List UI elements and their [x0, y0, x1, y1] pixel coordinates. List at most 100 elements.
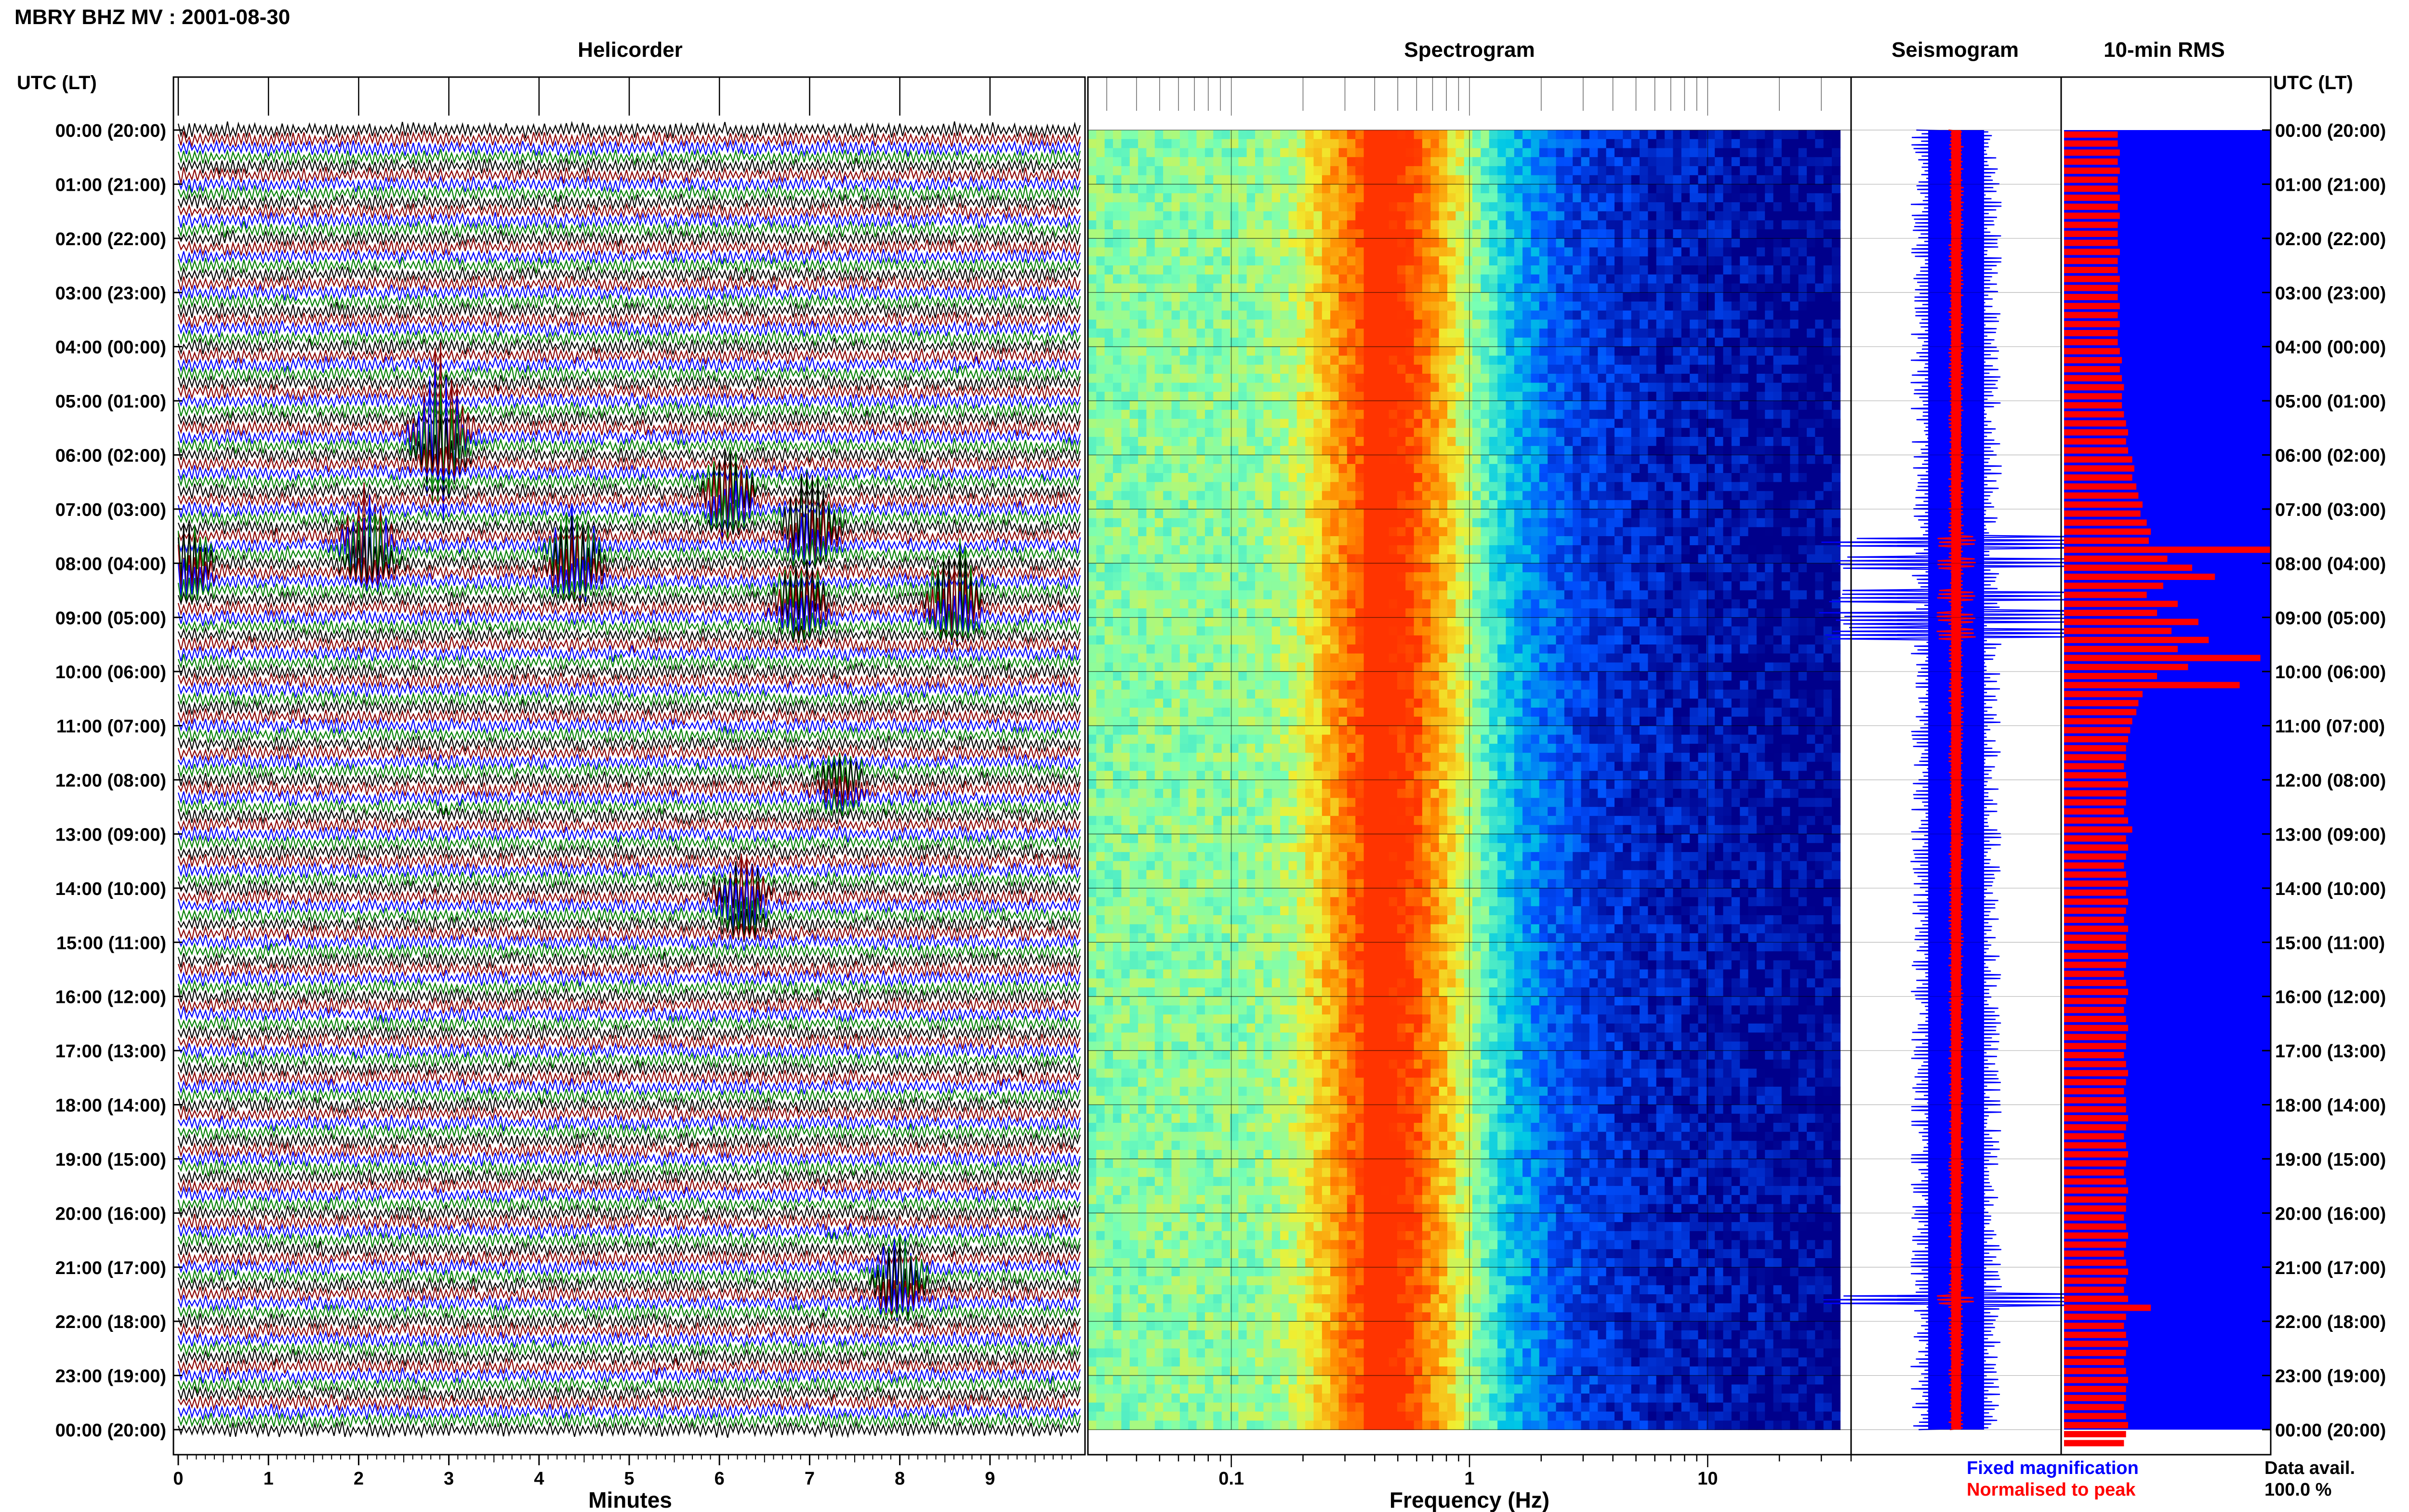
spectrogram-cell — [1380, 130, 1390, 140]
spectrogram-cell — [1313, 292, 1323, 302]
spectrogram-cell — [1690, 130, 1699, 140]
spectrogram-cell — [1263, 563, 1272, 573]
spectrogram-cell — [1681, 329, 1690, 338]
spectrogram-cell — [1154, 166, 1164, 176]
spectrogram-cell — [1330, 409, 1339, 420]
spectrogram-cell — [1548, 139, 1557, 149]
spectrogram-cell — [1514, 157, 1523, 167]
spectrogram-cell — [1765, 419, 1774, 429]
spectrogram-cell — [1790, 292, 1799, 302]
spectrogram-cell — [1213, 509, 1222, 519]
spectrogram-cell — [1104, 446, 1113, 456]
spectrogram-cell — [1481, 409, 1490, 420]
spectrogram-cell — [1347, 346, 1356, 356]
spectrogram-cell — [1154, 527, 1164, 537]
spectrogram-cell — [1397, 139, 1406, 149]
spectrogram-cell — [1698, 581, 1707, 591]
spectrogram-cell — [1096, 392, 1105, 401]
spectrogram-cell — [1698, 419, 1707, 429]
spectrogram-cell — [1322, 302, 1331, 311]
spectrogram-cell — [1246, 392, 1256, 401]
spectrogram-cell — [1564, 536, 1573, 546]
spectrogram-cell — [1698, 482, 1707, 492]
spectrogram-cell — [1389, 608, 1398, 618]
spectrogram-cell — [1665, 157, 1674, 167]
spectrogram-cell — [1246, 509, 1256, 519]
spectrogram-cell — [1581, 319, 1590, 329]
spectrogram-cell — [1255, 175, 1264, 185]
spectrogram-cell — [1640, 202, 1649, 212]
spectrogram-cell — [1748, 355, 1757, 365]
spectrogram-cell — [1481, 139, 1490, 149]
spectrogram-cell — [1380, 166, 1390, 176]
spectrogram-cell — [1414, 166, 1423, 176]
spectrogram-cell — [1163, 527, 1172, 537]
spectrogram-cell — [1447, 428, 1456, 437]
spectrogram-cell — [1146, 193, 1155, 203]
spectrogram-cell — [1573, 283, 1582, 293]
spectrogram-cell — [1313, 455, 1323, 464]
spectrogram-cell — [1731, 545, 1740, 555]
spectrogram-cell — [1807, 572, 1816, 582]
spectrogram-cell — [1748, 211, 1757, 221]
spectrogram-cell — [1723, 500, 1732, 510]
spectrogram-cell — [1514, 346, 1523, 356]
spectrogram-cell — [1121, 130, 1130, 140]
spectrogram-cell — [1823, 329, 1832, 338]
spectrogram-cell — [1489, 382, 1498, 393]
spectrogram-cell — [1297, 238, 1306, 248]
spectrogram-cell — [1213, 563, 1222, 573]
spectrogram-cell — [1756, 130, 1765, 140]
spectrogram-cell — [1481, 401, 1490, 410]
spectrogram-cell — [1322, 319, 1331, 329]
spectrogram-cell — [1472, 238, 1482, 248]
spectrogram-cell — [1263, 274, 1272, 284]
spectrogram-cell — [1606, 455, 1615, 464]
spectrogram-cell — [1773, 310, 1782, 320]
spectrogram-cell — [1556, 292, 1565, 302]
spectrogram-cell — [1372, 608, 1381, 618]
spectrogram-cell — [1347, 337, 1356, 347]
spectrogram-cell — [1790, 247, 1799, 257]
spectrogram-cell — [1255, 310, 1264, 320]
spectrogram-cell — [1188, 346, 1197, 356]
spectrogram-cell — [1706, 563, 1715, 573]
spectrogram-cell — [1681, 500, 1690, 510]
spectrogram-cell — [1690, 455, 1699, 464]
spectrogram-cell — [1113, 148, 1122, 158]
spectrogram-cell — [1372, 220, 1381, 230]
spectrogram-cell — [1522, 355, 1532, 365]
spectrogram-cell — [1623, 265, 1632, 275]
spectrogram-cell — [1104, 409, 1113, 420]
helicorder-trace-row — [177, 409, 1081, 429]
spectrogram-cell — [1355, 355, 1364, 365]
spectrogram-cell — [1648, 139, 1657, 149]
spectrogram-cell — [1514, 265, 1523, 275]
spectrogram-cell — [1548, 419, 1557, 429]
spectrogram-cell — [1188, 437, 1197, 447]
spectrogram-cell — [1631, 329, 1640, 338]
spectrogram-cell — [1472, 581, 1482, 591]
spectrogram-cell — [1573, 518, 1582, 528]
spectrogram-cell — [1204, 419, 1214, 429]
spectrogram-cell — [1690, 139, 1699, 149]
spectrogram-cell — [1414, 302, 1423, 311]
spectrogram-cell — [1204, 401, 1214, 410]
spectrogram-cell — [1648, 464, 1657, 473]
spectrogram-cell — [1531, 283, 1540, 293]
spectrogram-cell — [1598, 545, 1607, 555]
spectrogram-cell — [1773, 238, 1782, 248]
spectrogram-cell — [1731, 554, 1740, 564]
spectrogram-cell — [1573, 599, 1582, 609]
spectrogram-cell — [1815, 292, 1824, 302]
spectrogram-cell — [1581, 401, 1590, 410]
spectrogram-cell — [1723, 428, 1732, 437]
spectrogram-cell — [1439, 337, 1448, 347]
spectrogram-cell — [1748, 247, 1757, 257]
spectrogram-cell — [1489, 148, 1498, 158]
spectrogram-cell — [1581, 563, 1590, 573]
spectrogram-cell — [1414, 409, 1423, 420]
spectrogram-cell — [1347, 365, 1356, 374]
spectrogram-cell — [1363, 365, 1373, 374]
spectrogram-cell — [1255, 329, 1264, 338]
